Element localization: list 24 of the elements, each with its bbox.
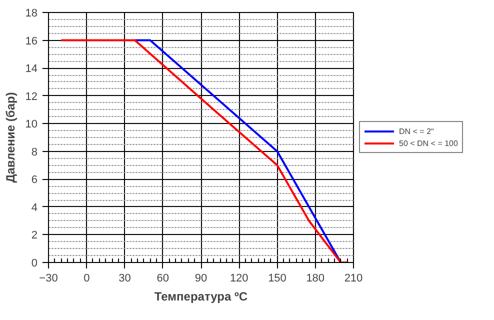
y-tick-label: 12 — [25, 90, 38, 103]
x-tick-label: 90 — [194, 272, 208, 284]
y-tick-label: 2 — [31, 230, 38, 242]
y-tick-label: 8 — [31, 146, 38, 158]
x-axis-title: Температура ºC — [154, 290, 248, 304]
x-tick-label: 60 — [156, 272, 170, 284]
legend-label: 50 < DN < = 100 — [399, 138, 458, 148]
y-tick-label: 10 — [25, 118, 38, 131]
x-tick-label: 120 — [230, 272, 248, 284]
y-tick-label: 18 — [25, 8, 38, 20]
x-tick-label: 180 — [306, 272, 325, 284]
y-axis-title: Давление (бар) — [3, 92, 18, 183]
y-tick-label: 14 — [25, 63, 38, 76]
x-tick-label: 210 — [344, 272, 363, 284]
y-tick-label: 4 — [31, 202, 38, 214]
line-series — [60, 39, 348, 262]
x-tick-label: 30 — [118, 272, 131, 284]
x-tick-label: 0 — [84, 272, 90, 284]
x-tick-label: 150 — [268, 272, 286, 284]
x-tick-label: −30 — [39, 272, 58, 284]
y-tick-label: 16 — [25, 35, 38, 48]
y-tick-label: 6 — [31, 174, 38, 186]
legend-label: DN < = 2" — [399, 126, 434, 136]
y-tick-label: 0 — [31, 258, 38, 270]
